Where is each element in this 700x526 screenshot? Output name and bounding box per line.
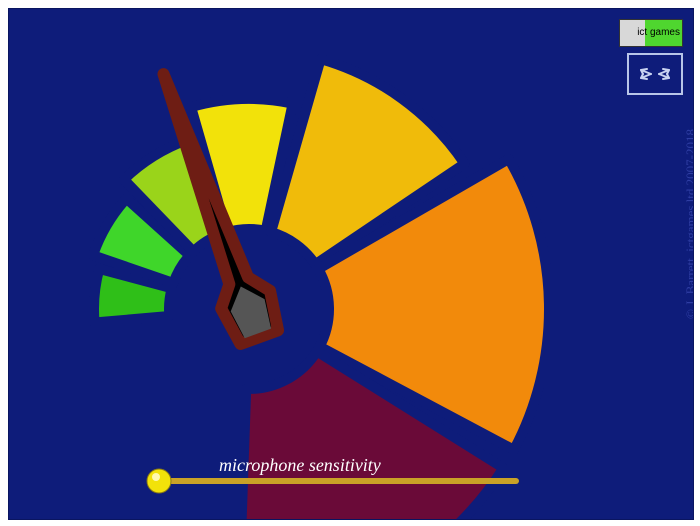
logo-text: ict games [637, 27, 680, 39]
copyright-text: © J. Barrett, ictgames ltd 2007-2018 [683, 129, 694, 319]
noise-gauge [9, 9, 693, 519]
app-stage: microphone sensitivity ict games © J. Ba… [8, 8, 694, 520]
slider-track[interactable] [159, 478, 519, 484]
ictgames-logo: ict games [619, 19, 683, 47]
sensitivity-label: microphone sensitivity [219, 455, 381, 476]
expand-icon [635, 60, 675, 88]
slider-knob[interactable] [147, 469, 171, 493]
fullscreen-button[interactable] [627, 53, 683, 95]
